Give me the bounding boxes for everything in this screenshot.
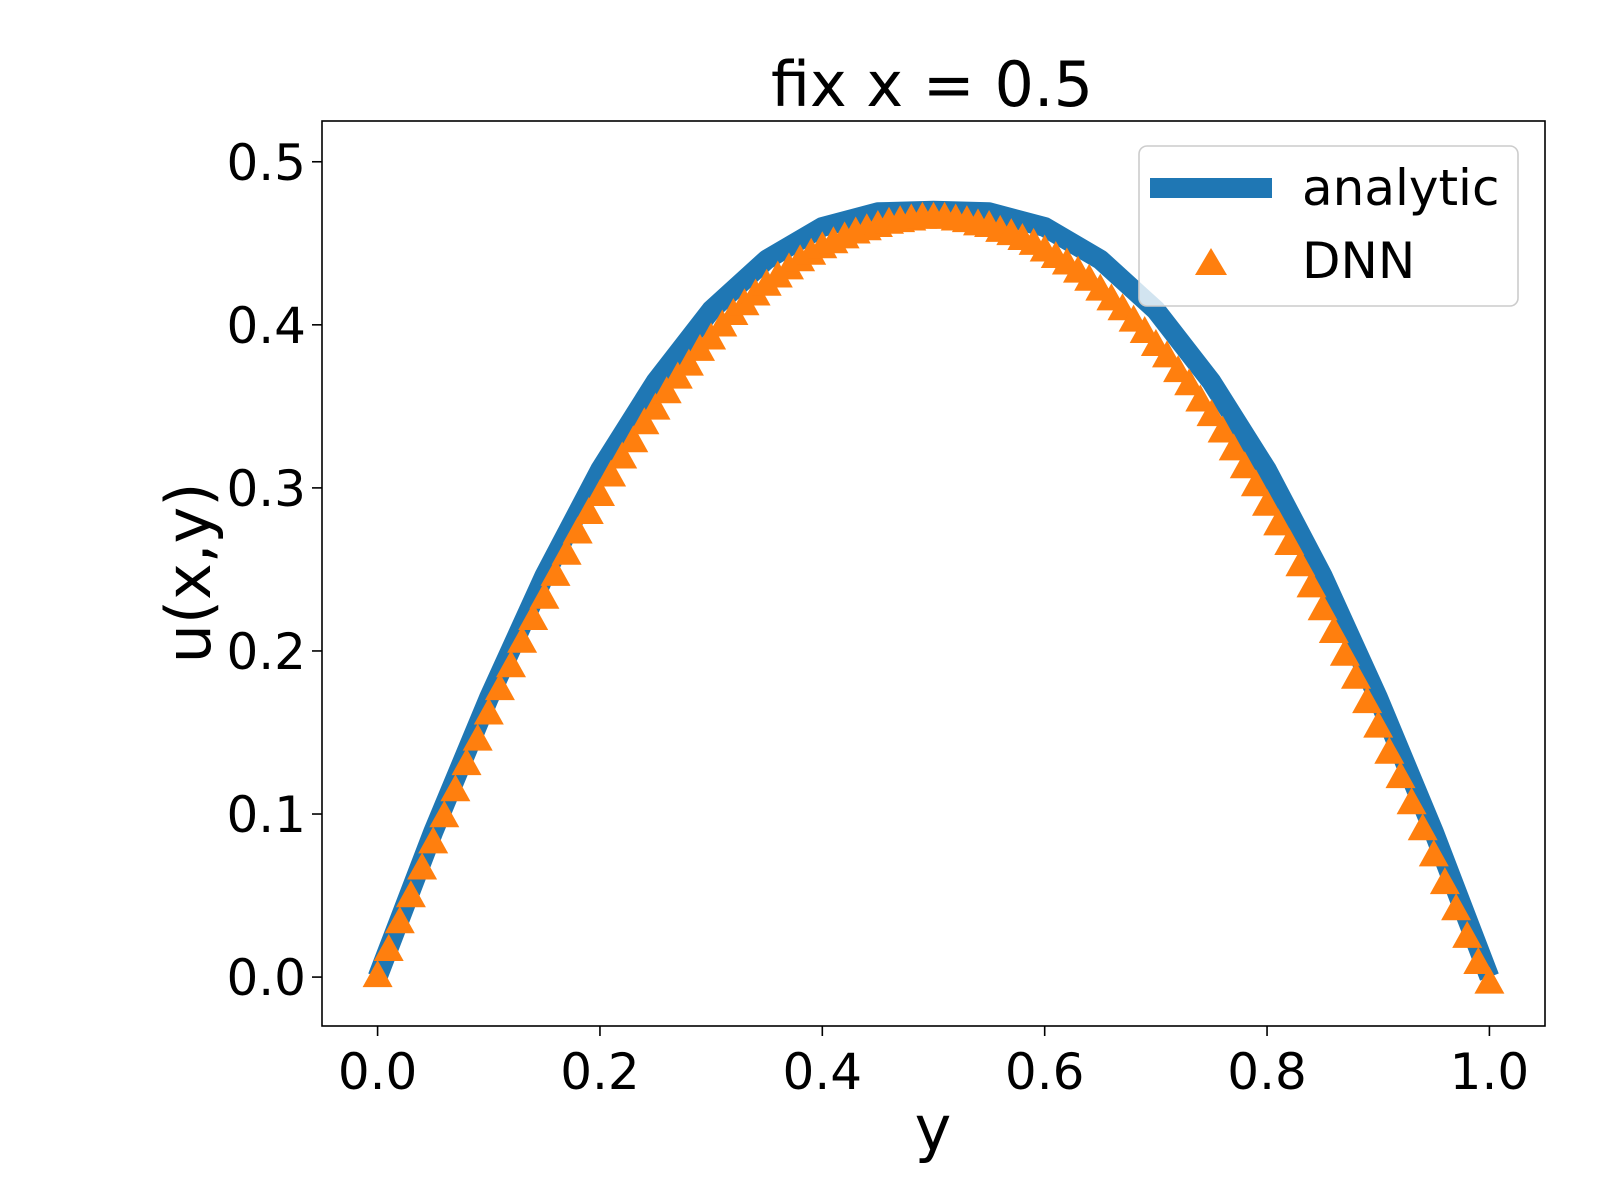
dnn-marker [362, 960, 393, 988]
dnn-marker [473, 697, 504, 725]
dnn-marker [1352, 686, 1383, 714]
dnn-marker [1452, 920, 1483, 948]
dnn-marker [518, 603, 549, 630]
dnn-marker [440, 774, 471, 802]
dnn-marker [1274, 528, 1305, 555]
dnn-marker [1174, 368, 1205, 396]
dnn-marker [1218, 433, 1249, 461]
x-tick-label: 0.2 [560, 1043, 640, 1101]
dnn-marker [484, 673, 515, 701]
dnn-marker [496, 650, 526, 678]
dnn-marker [1296, 570, 1327, 598]
y-axis: 0.0 0.1 0.2 0.3 0.4 0.5 [226, 134, 322, 1007]
x-tick-label: 0.4 [783, 1043, 863, 1101]
legend-dnn-label: DNN [1302, 232, 1415, 290]
dnn-marker [1196, 399, 1227, 427]
axes-frame [321, 120, 1546, 1027]
dnn-marker [585, 479, 615, 506]
dnn-marker [1152, 340, 1182, 368]
y-tick-label: 0.2 [226, 623, 306, 681]
dnn-marker [651, 376, 682, 404]
y-axis-label: u(x,y) [152, 483, 225, 664]
dnn-marker [573, 497, 604, 524]
dnn-marker [1463, 947, 1494, 974]
dnn-marker [1252, 488, 1282, 516]
dnn-marker [429, 800, 460, 828]
dnn-marker [673, 348, 704, 376]
dnn-marker [418, 826, 449, 854]
dnn-marker [1263, 508, 1294, 536]
dnn-marker [1185, 384, 1216, 412]
legend: analytic DNN [1138, 145, 1519, 307]
dnn-marker [373, 934, 404, 961]
dnn-marker [1318, 616, 1349, 643]
dnn-marker [629, 407, 660, 435]
legend-dnn-marker [1195, 248, 1227, 275]
dnn-marker [1363, 710, 1394, 738]
dnn-marker [1207, 415, 1238, 443]
dnn-marker [540, 558, 571, 586]
dnn-marker [562, 516, 593, 544]
y-tick-label: 0.4 [226, 297, 306, 355]
y-tick-label: 0.3 [226, 460, 306, 518]
x-axis: 0.0 0.2 0.4 0.6 0.8 1.0 [338, 1026, 1529, 1101]
x-axis-label: y [915, 1092, 952, 1165]
dnn-marker [1374, 736, 1405, 764]
dnn-marker [451, 748, 482, 776]
dnn-marker [607, 441, 638, 469]
dnn-marker [1418, 839, 1449, 867]
x-tick-label: 0.0 [338, 1043, 418, 1101]
dnn-marker [407, 852, 438, 880]
dnn-marker [462, 723, 493, 751]
plot-area [362, 200, 1505, 994]
dnn-marker [596, 459, 627, 487]
x-tick-label: 1.0 [1450, 1043, 1530, 1101]
dnn-marker [384, 906, 415, 934]
dnn-marker [529, 581, 560, 609]
y-tick-label: 0.5 [226, 134, 306, 192]
dnn-marker [1240, 469, 1271, 497]
y-tick-label: 0.1 [226, 786, 306, 844]
dnn-marker [1307, 593, 1338, 621]
dnn-marker [1229, 451, 1260, 479]
y-tick-label: 0.0 [226, 949, 306, 1007]
dnn-marker [1441, 893, 1472, 921]
dnn-marker [640, 392, 671, 420]
dnn-marker [1396, 787, 1427, 815]
dnn-marker [618, 425, 649, 453]
dnn-marker [1385, 761, 1416, 789]
x-tick-label: 0.6 [1005, 1043, 1085, 1101]
dnn-marker [507, 625, 538, 653]
legend-analytic-label: analytic [1302, 159, 1499, 217]
x-tick-label: 0.8 [1227, 1043, 1307, 1101]
dnn-marker [1474, 966, 1505, 994]
chart-title: fix x = 0.5 [771, 48, 1093, 121]
dnn-marker [395, 880, 426, 908]
dnn-marker [1407, 813, 1438, 841]
dnn-marker [551, 537, 582, 565]
dnn-marker [1341, 661, 1371, 689]
dnn-marker [1329, 638, 1360, 666]
dnn-marker [1429, 867, 1460, 895]
dnn-marker [1285, 549, 1316, 577]
